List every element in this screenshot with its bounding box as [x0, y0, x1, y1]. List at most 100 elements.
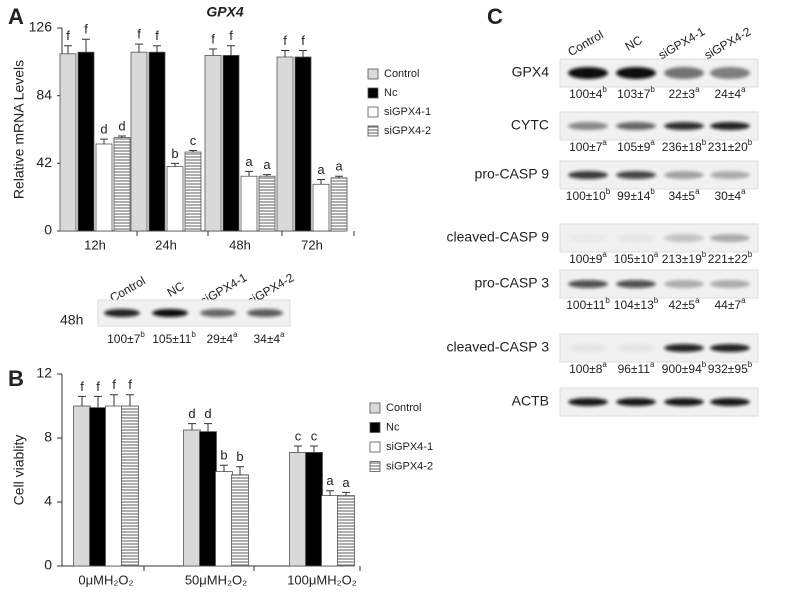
- quantification: 100±9a: [569, 250, 607, 266]
- quant-letter: b: [140, 330, 145, 339]
- quantification: 22±3a: [668, 85, 700, 101]
- significance-letter: a: [335, 159, 343, 174]
- x-tick-label: 50μMH₂O₂: [185, 572, 247, 587]
- blot-band: [568, 67, 608, 79]
- quantification: 900±94b: [662, 360, 707, 376]
- quant-letter: b: [650, 85, 655, 94]
- legend-swatch: [367, 106, 379, 118]
- error-bar: [100, 138, 108, 144]
- quant-letter: b: [748, 360, 753, 369]
- error-bar: [82, 38, 90, 53]
- error-bar: [326, 490, 334, 496]
- quant-value: 221±22: [708, 252, 748, 266]
- quant-value: 231±20: [708, 140, 748, 154]
- error-bar: [236, 466, 244, 475]
- blot-band: [710, 67, 750, 79]
- blot-band: [664, 398, 704, 406]
- quant-letter: a: [650, 138, 655, 147]
- row-label: ACTB: [512, 393, 549, 409]
- significance-letter: c: [190, 133, 197, 148]
- x-tick-label: 100μMH₂O₂: [287, 572, 357, 587]
- quant-value: 213±19: [662, 252, 702, 266]
- y-tick-label: 126: [29, 19, 53, 35]
- y-tick-label: 84: [36, 86, 52, 102]
- blot-band: [710, 122, 750, 130]
- significance-letter: f: [112, 377, 116, 392]
- bar: [73, 405, 91, 567]
- legend-swatch: [369, 402, 381, 414]
- significance-letter: a: [245, 154, 253, 169]
- quant-letter: b: [605, 296, 610, 305]
- error-bar: [189, 149, 197, 153]
- bar: [276, 56, 294, 232]
- error-bar: [118, 135, 126, 138]
- quant-value: 100±7: [569, 140, 603, 154]
- error-bar: [64, 45, 72, 54]
- blot-band: [568, 234, 608, 242]
- blot-band: [710, 398, 750, 406]
- row-label: cleaved-CASP 3: [447, 339, 550, 355]
- bar: [330, 177, 348, 232]
- significance-letter: f: [211, 31, 215, 46]
- quantification: 100±4b: [569, 85, 607, 101]
- significance-letter: d: [100, 122, 107, 137]
- quantification: 30±4a: [714, 187, 746, 203]
- quant-value: 100±4: [569, 87, 603, 101]
- quant-letter: b: [602, 85, 607, 94]
- quant-value: 100±11: [566, 298, 605, 312]
- blot-band: [664, 344, 704, 352]
- blot-band: [568, 398, 608, 406]
- legend-swatch: [369, 461, 381, 472]
- legend-label: Control: [384, 68, 419, 80]
- x-tick-label: 12h: [84, 237, 106, 252]
- error-bar: [171, 162, 179, 167]
- quant-value: 105±10: [614, 252, 654, 266]
- error-bar: [94, 395, 102, 408]
- error-bar: [342, 491, 350, 496]
- error-bar: [188, 423, 196, 430]
- quantification: 105±10a: [614, 250, 659, 266]
- blot-band: [568, 171, 608, 179]
- y-tick-label: 4: [44, 493, 52, 509]
- quantification: 44±7a: [714, 296, 746, 312]
- error-bar: [153, 45, 161, 53]
- quant-letter: a: [741, 85, 746, 94]
- quant-letter: a: [695, 85, 700, 94]
- legend-swatch: [367, 125, 379, 137]
- bar: [89, 407, 107, 567]
- bar: [183, 429, 201, 567]
- quant-value: 100±8: [569, 362, 603, 376]
- bar: [258, 175, 276, 232]
- quantification: 236±18b: [662, 138, 707, 154]
- significance-letter: f: [229, 28, 233, 43]
- quant-value: 100±7: [107, 332, 141, 346]
- lane-label: NC: [623, 33, 645, 54]
- quant-value: 103±7: [617, 87, 651, 101]
- legend-label: siGPX4-1: [386, 441, 433, 453]
- significance-letter: f: [137, 27, 141, 42]
- bar: [215, 471, 233, 567]
- blot-band: [664, 171, 704, 179]
- x-tick-label: 0μMH₂O₂: [78, 572, 133, 587]
- quant-value: 104±13: [614, 298, 654, 312]
- significance-letter: b: [236, 449, 243, 464]
- row-label: pro-CASP 9: [475, 166, 550, 182]
- quant-letter: b: [702, 250, 707, 259]
- significance-letter: f: [301, 33, 305, 48]
- bar: [59, 53, 77, 232]
- x-tick-label: 72h: [301, 237, 323, 252]
- y-axis-label: Cell viablity: [11, 435, 27, 506]
- quant-value: 105±11: [152, 332, 191, 346]
- quant-letter: a: [695, 187, 700, 196]
- blot-band: [616, 171, 656, 179]
- panel-label: A: [8, 4, 24, 29]
- bar: [130, 51, 148, 232]
- blot-band: [568, 344, 608, 352]
- significance-letter: d: [188, 406, 195, 421]
- quant-letter: b: [606, 187, 611, 196]
- quant-value: 34±4: [253, 332, 280, 346]
- blot-band: [616, 234, 656, 242]
- significance-letter: d: [118, 118, 125, 133]
- blot-band: [616, 280, 656, 288]
- quantification: 100±7b: [107, 330, 145, 346]
